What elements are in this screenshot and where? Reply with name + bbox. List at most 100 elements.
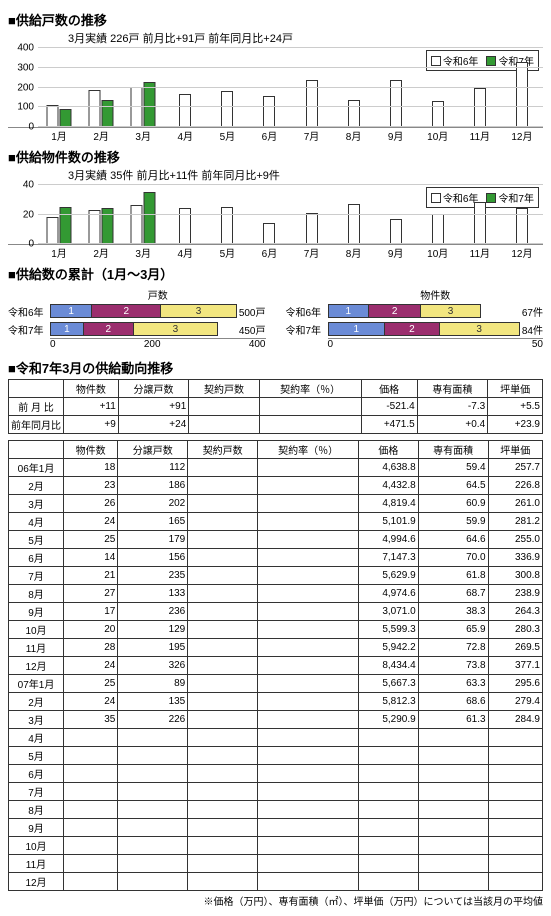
bar-r6 [348, 204, 360, 245]
table-cell: 64.5 [418, 477, 488, 495]
table-header: 価格 [359, 441, 419, 459]
table-cell: -7.3 [417, 398, 487, 416]
x-label: 4月 [164, 128, 206, 143]
table-cell [188, 603, 258, 621]
table-cell: 21 [64, 567, 118, 585]
row-label: 5月 [9, 531, 64, 549]
table-cell [188, 513, 258, 531]
table-header: 専有面積 [417, 380, 487, 398]
table-header: 契約戸数 [189, 380, 259, 398]
table-cell [188, 675, 258, 693]
table-cell [359, 873, 419, 891]
table-cell: 68.6 [418, 693, 488, 711]
cumul-seg: 2 [369, 305, 421, 317]
cumul-seg: 2 [84, 323, 134, 335]
trend-footnote: ※価格（万円）、専有面積（㎡）、坪単価（万円）については当該月の平均値 [8, 893, 543, 908]
table-cell: 284.9 [488, 711, 542, 729]
table-cell: 25 [64, 675, 118, 693]
table-cell: 261.0 [488, 495, 542, 513]
table-cell [359, 765, 419, 783]
table-cell [188, 729, 258, 747]
x-label: 12月 [501, 128, 543, 143]
table-cell: 5,942.2 [359, 639, 419, 657]
table-cell: 377.1 [488, 657, 542, 675]
row-label: 11月 [9, 855, 64, 873]
bar-r6 [131, 205, 143, 244]
table-cell: 112 [118, 459, 188, 477]
table-cell [258, 459, 359, 477]
table-header: 坪単価 [488, 380, 543, 398]
chart2-title: ■供給物件数の推移 [8, 147, 543, 166]
table-header: 坪単価 [488, 441, 542, 459]
table-cell [488, 747, 542, 765]
table-cell [64, 873, 118, 891]
x-label: 1月 [38, 245, 80, 260]
table-cell: 238.9 [488, 585, 542, 603]
table-cell: 269.5 [488, 639, 542, 657]
table-cell [488, 837, 542, 855]
table-cell: 73.8 [418, 657, 488, 675]
table-cell: 25 [64, 531, 118, 549]
x-label: 1月 [38, 128, 80, 143]
bar-r6 [89, 210, 101, 245]
x-label: 3月 [122, 245, 164, 260]
table-cell: 195 [118, 639, 188, 657]
table-cell [189, 398, 259, 416]
cumul-row-label: 令和7年 [286, 322, 328, 337]
table-cell: +24 [118, 416, 188, 434]
cumul-seg: 3 [421, 305, 480, 317]
cumul-left: 戸数令和6年123500戸令和7年123450戸0200400 [8, 287, 266, 350]
table-cell [488, 765, 542, 783]
table-cell [188, 819, 258, 837]
table-cell: 5,599.3 [359, 621, 419, 639]
table-cell [118, 855, 188, 873]
table-cell [488, 855, 542, 873]
x-label: 7月 [290, 128, 332, 143]
cumul-total: 67件 [522, 304, 543, 319]
table-cell [258, 819, 359, 837]
table-cell: 59.4 [418, 459, 488, 477]
table-cell [118, 747, 188, 765]
table-cell: 20 [64, 621, 118, 639]
row-label: 8月 [9, 585, 64, 603]
table-cell: 226.8 [488, 477, 542, 495]
table-cell [188, 531, 258, 549]
table-cell: 179 [118, 531, 188, 549]
x-label: 8月 [333, 245, 375, 260]
table-cell: 4,974.6 [359, 585, 419, 603]
table-cell [258, 477, 359, 495]
table-cell [188, 477, 258, 495]
cumul-row-label: 令和6年 [286, 304, 328, 319]
table-cell: 59.9 [418, 513, 488, 531]
table-cell: 26 [64, 495, 118, 513]
table-cell [418, 837, 488, 855]
cumul-row-label: 令和7年 [8, 322, 50, 337]
table-cell: 3,071.0 [359, 603, 419, 621]
table-cell [488, 819, 542, 837]
table-cell [359, 783, 419, 801]
cumul-seg: 1 [51, 305, 92, 317]
row-label: 3月 [9, 711, 64, 729]
row-label: 2月 [9, 693, 64, 711]
table-cell [418, 765, 488, 783]
table-cell [64, 765, 118, 783]
table-cell [359, 819, 419, 837]
table-cell: 281.2 [488, 513, 542, 531]
table-cell: 202 [118, 495, 188, 513]
table-cell: 4,819.4 [359, 495, 419, 513]
table-cell [188, 765, 258, 783]
x-label: 4月 [164, 245, 206, 260]
table-cell: 14 [64, 549, 118, 567]
trend-main-table: 物件数分譲戸数契約戸数契約率（％）価格専有面積坪単価06年1月181124,63… [8, 440, 543, 891]
x-label: 10月 [417, 128, 459, 143]
row-label: 12月 [9, 657, 64, 675]
table-cell [258, 729, 359, 747]
table-cell: 5,101.9 [359, 513, 419, 531]
cumul-seg: 3 [440, 323, 519, 335]
bar-r7 [144, 82, 156, 127]
table-cell: 24 [64, 513, 118, 531]
table-cell [64, 855, 118, 873]
table-cell: 23 [64, 477, 118, 495]
row-label: 5月 [9, 747, 64, 765]
table-cell: 64.6 [418, 531, 488, 549]
